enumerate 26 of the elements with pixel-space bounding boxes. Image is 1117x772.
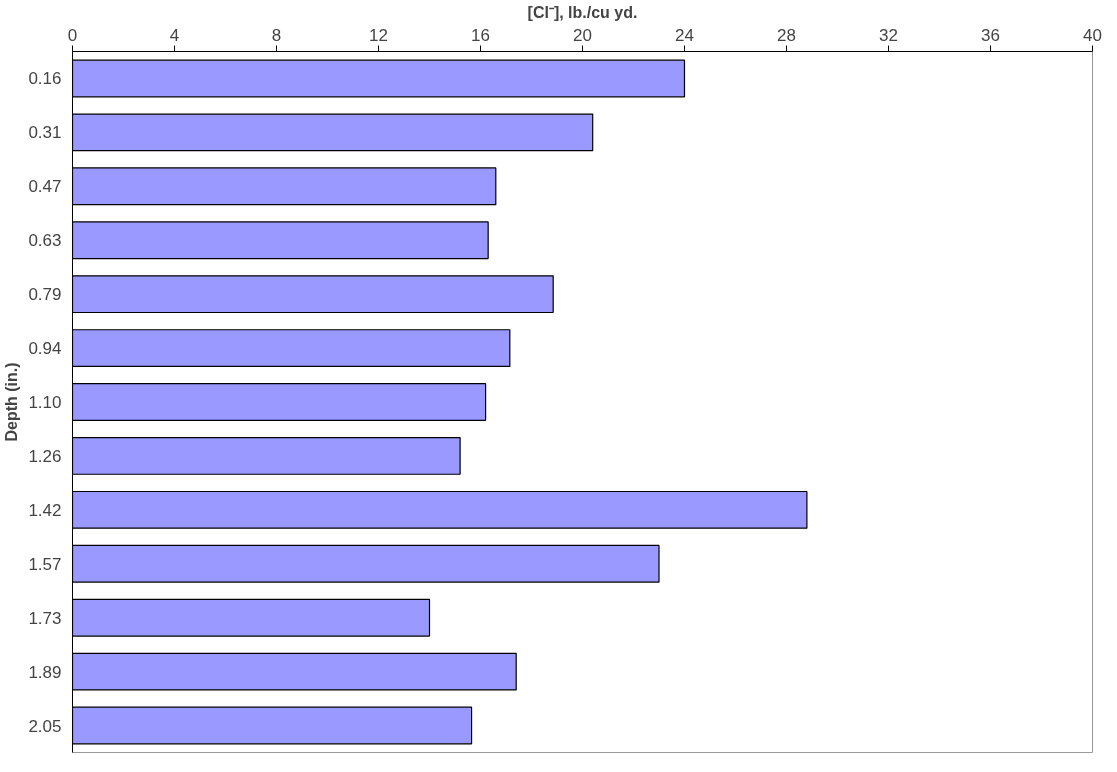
y-tick-label: 2.05 bbox=[28, 716, 62, 736]
x-tick-label: 20 bbox=[573, 25, 592, 45]
x-tick-label: 28 bbox=[777, 25, 796, 45]
x-tick-label: 32 bbox=[879, 25, 898, 45]
x-tick-label: 8 bbox=[271, 25, 282, 45]
y-tick-label: 1.73 bbox=[28, 608, 62, 628]
x-tick-label: 40 bbox=[1083, 25, 1102, 45]
y-tick-label: 0.63 bbox=[28, 231, 62, 251]
y-tick-label: 0.94 bbox=[28, 339, 62, 359]
y-tick-label: 1.89 bbox=[28, 662, 62, 682]
y-tick-label: 1.42 bbox=[28, 500, 62, 520]
y-tick-label: 0.47 bbox=[28, 177, 62, 197]
y-axis-title: Depth (in.) bbox=[3, 362, 21, 442]
y-tick-label: 1.10 bbox=[28, 393, 62, 412]
x-tick-label: 4 bbox=[169, 25, 180, 45]
x-tick-label: 16 bbox=[471, 25, 490, 45]
x-tick-label: 36 bbox=[981, 25, 1000, 45]
y-tick-label: 0.79 bbox=[28, 285, 62, 305]
y-tick-label: 0.31 bbox=[28, 123, 62, 143]
y-tick-label: 0.16 bbox=[28, 69, 62, 89]
x-tick-label: 24 bbox=[675, 25, 694, 45]
x-tick-label: 0 bbox=[67, 25, 78, 45]
y-tick-label: 1.57 bbox=[28, 554, 62, 574]
y-tick-label: 1.26 bbox=[28, 446, 62, 466]
x-axis-title: [Cl⁻], lb./cu yd. bbox=[527, 3, 638, 21]
x-tick-label: 12 bbox=[369, 25, 388, 45]
